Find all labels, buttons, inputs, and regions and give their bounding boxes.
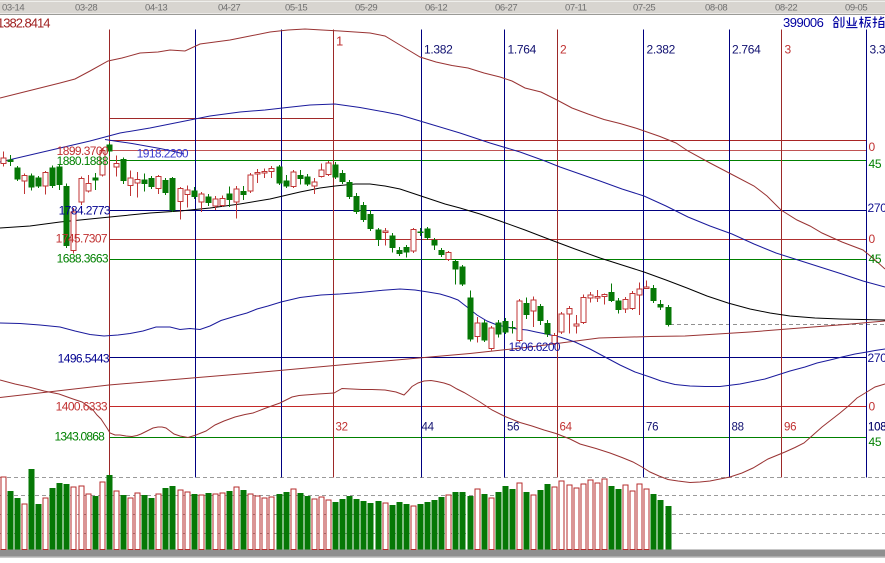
svg-text:1880.1888: 1880.1888 <box>57 154 109 168</box>
svg-text:64: 64 <box>560 422 573 434</box>
svg-text:09-05: 09-05 <box>845 3 867 14</box>
svg-text:1343.0868: 1343.0868 <box>54 430 105 444</box>
svg-text:0: 0 <box>869 400 876 414</box>
svg-text:1.382: 1.382 <box>424 43 453 57</box>
svg-text:56: 56 <box>507 422 519 434</box>
svg-text:1506.6200: 1506.6200 <box>509 340 561 354</box>
svg-text:45: 45 <box>869 435 882 449</box>
svg-text:1688.3663: 1688.3663 <box>57 252 109 266</box>
svg-text:76: 76 <box>646 422 658 434</box>
svg-text:270: 270 <box>868 351 885 365</box>
svg-text:0: 0 <box>869 140 876 154</box>
svg-text:45: 45 <box>869 157 882 171</box>
svg-text:2: 2 <box>560 43 567 57</box>
svg-text:0: 0 <box>869 232 876 246</box>
svg-text:1: 1 <box>336 34 343 49</box>
svg-text:3: 3 <box>785 43 792 57</box>
svg-text:08-22: 08-22 <box>775 3 797 14</box>
svg-text:1784.2773: 1784.2773 <box>59 204 111 218</box>
svg-text:1918.2200: 1918.2200 <box>137 147 189 161</box>
svg-text:1400.6333: 1400.6333 <box>56 400 108 414</box>
svg-text:2.764: 2.764 <box>732 43 761 57</box>
svg-text:03-28: 03-28 <box>75 3 97 14</box>
svg-text:1.764: 1.764 <box>508 43 537 57</box>
svg-text:08-08: 08-08 <box>705 3 727 14</box>
svg-text:399006: 399006 <box>783 15 824 30</box>
svg-text:96: 96 <box>784 422 796 434</box>
svg-text:07-11: 07-11 <box>565 3 587 14</box>
svg-text:3.38: 3.38 <box>870 43 885 57</box>
svg-text:1496.5443: 1496.5443 <box>58 352 110 366</box>
svg-text:05-15: 05-15 <box>285 3 307 14</box>
svg-text:270: 270 <box>868 201 885 215</box>
svg-text:2.382: 2.382 <box>647 43 676 57</box>
svg-text:07-25: 07-25 <box>633 3 655 14</box>
svg-text:32: 32 <box>336 422 348 434</box>
svg-text:06-12: 06-12 <box>425 3 447 14</box>
svg-text:04-13: 04-13 <box>145 3 167 14</box>
svg-text:1745.7307: 1745.7307 <box>56 232 108 246</box>
svg-text:45: 45 <box>869 252 882 266</box>
svg-text:108: 108 <box>868 422 885 434</box>
svg-text:06-27: 06-27 <box>495 3 517 14</box>
svg-text:88: 88 <box>732 422 744 434</box>
svg-text:04-27: 04-27 <box>218 3 240 14</box>
svg-text:05-29: 05-29 <box>355 3 377 14</box>
svg-text:44: 44 <box>422 422 435 434</box>
svg-text:03-14: 03-14 <box>2 3 24 14</box>
svg-text:1382.8414: 1382.8414 <box>0 16 50 31</box>
